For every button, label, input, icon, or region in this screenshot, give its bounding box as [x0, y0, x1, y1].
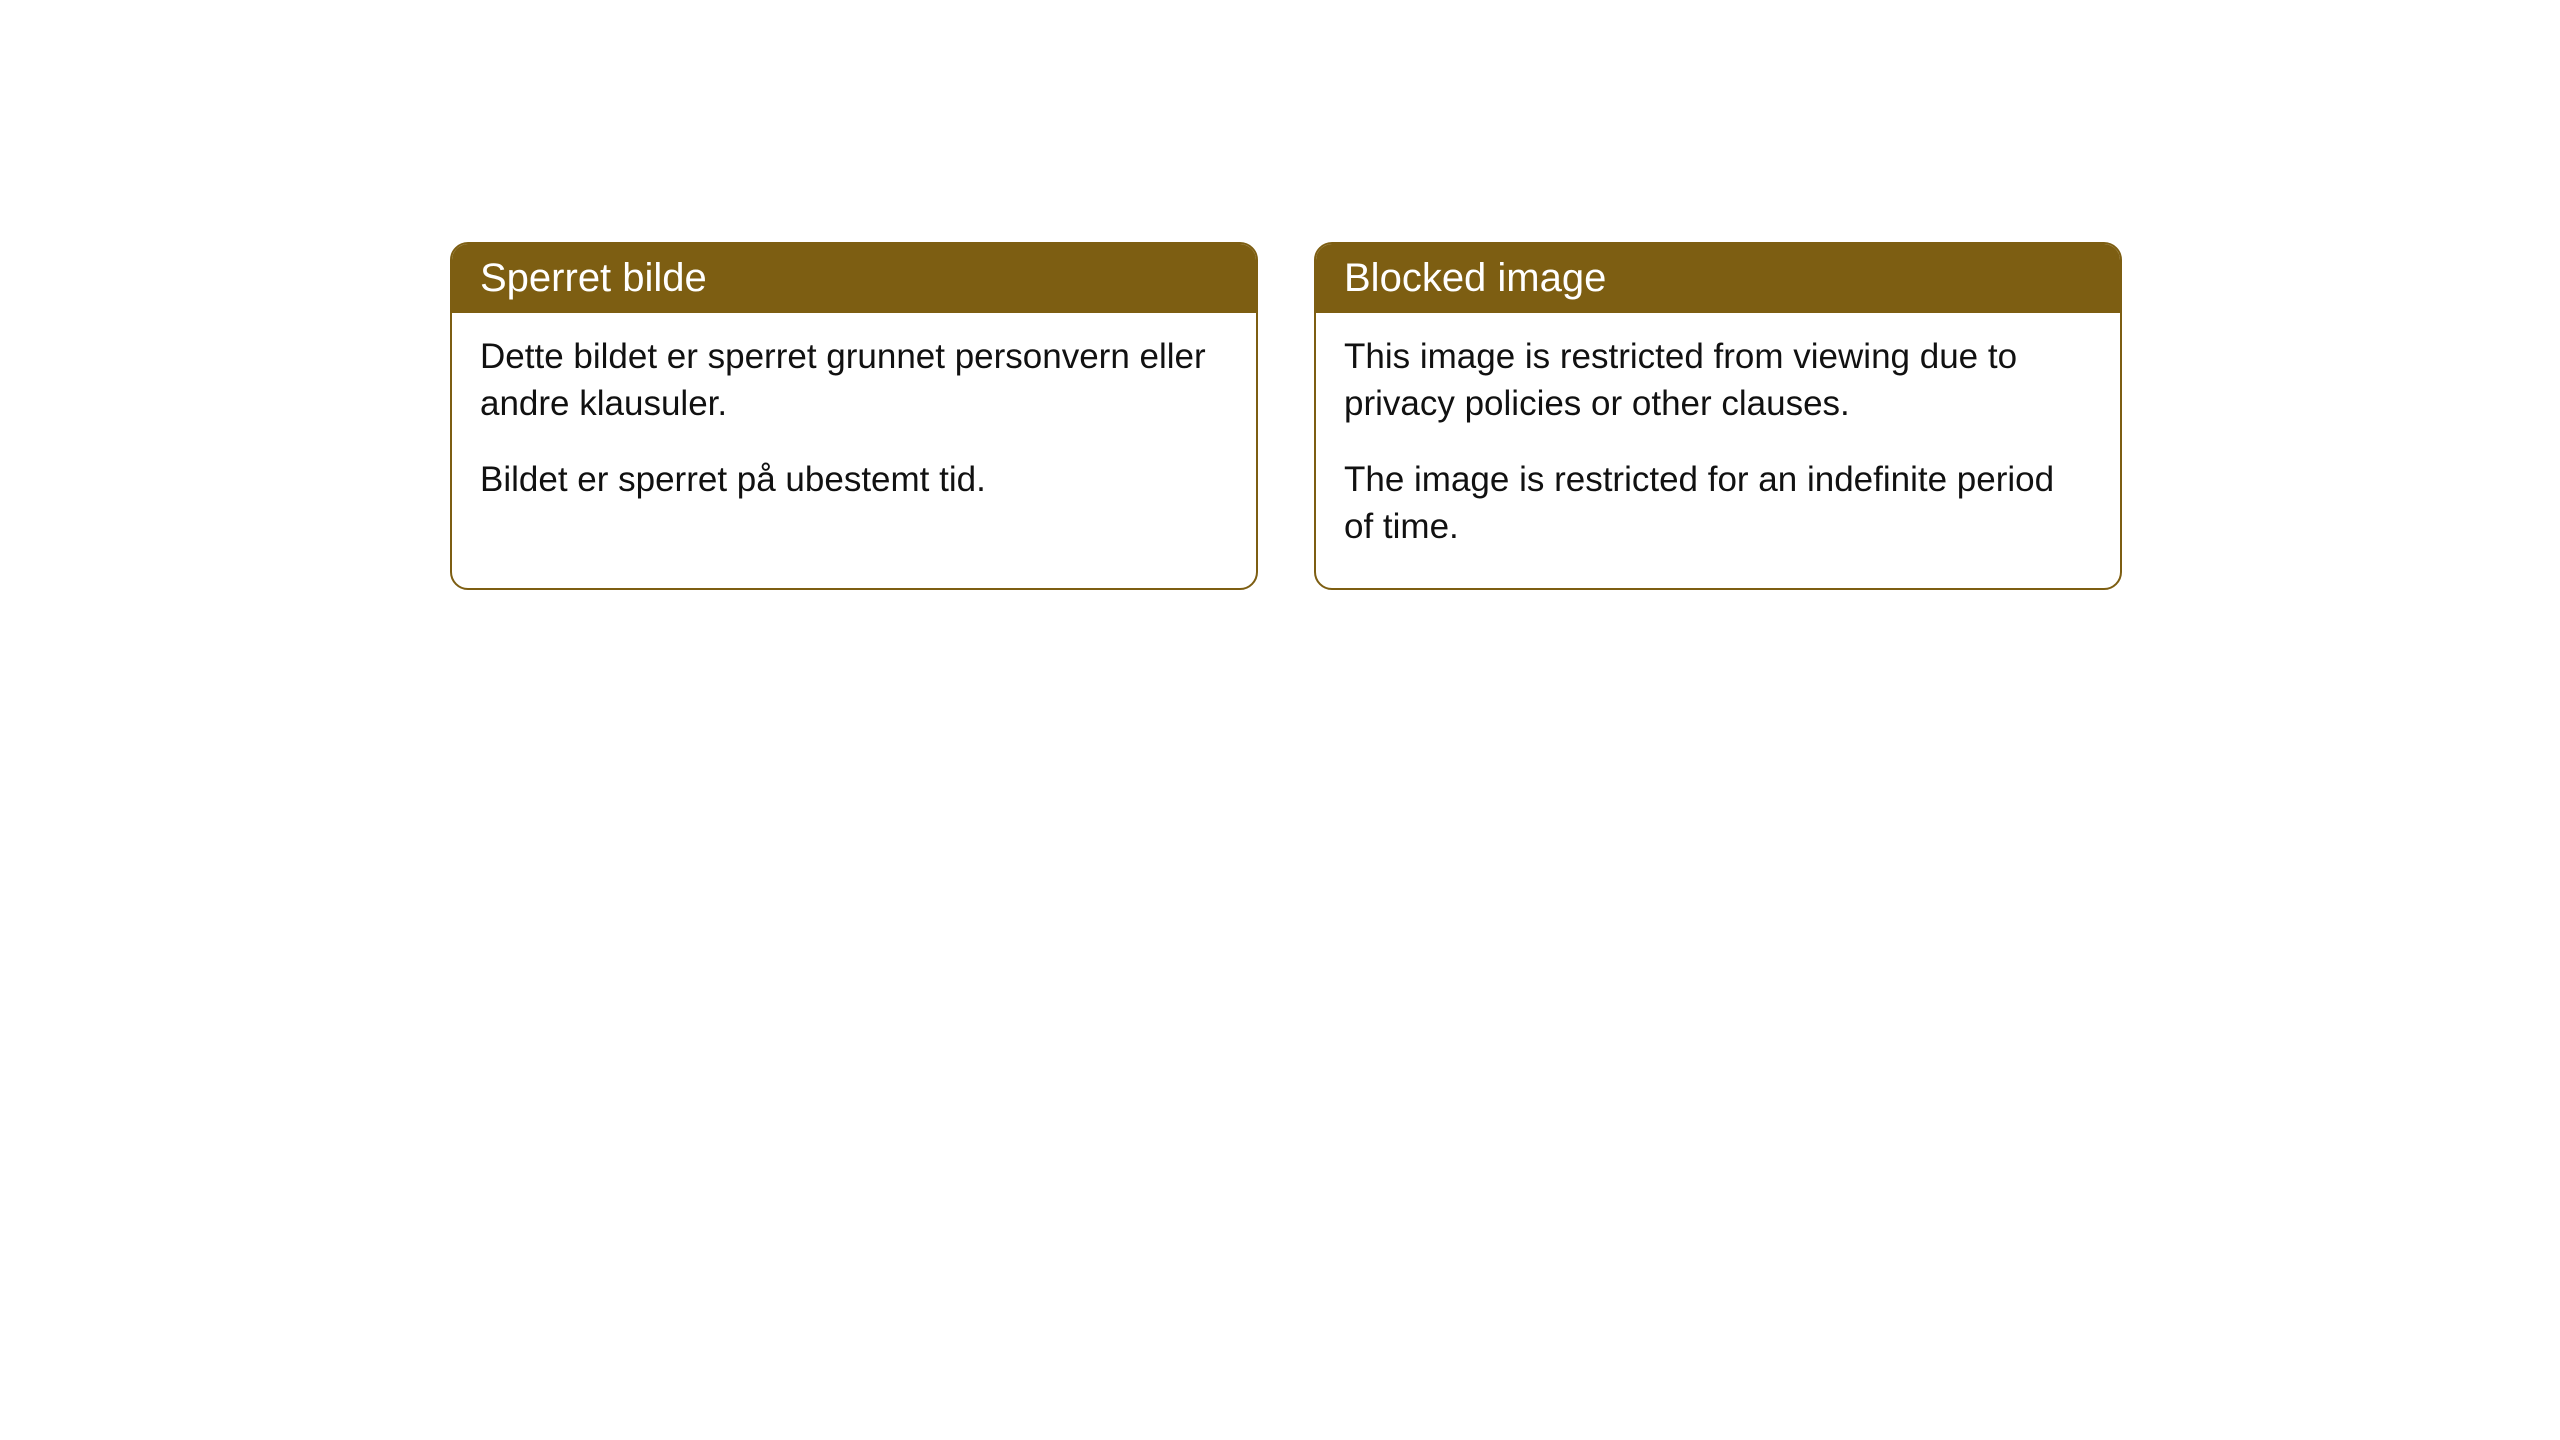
- notice-title: Sperret bilde: [480, 256, 707, 300]
- notice-card-norwegian: Sperret bilde Dette bildet er sperret gr…: [450, 242, 1258, 590]
- notice-title: Blocked image: [1344, 256, 1606, 300]
- notice-paragraph: Bildet er sperret på ubestemt tid.: [480, 456, 1228, 503]
- notice-paragraph: The image is restricted for an indefinit…: [1344, 456, 2092, 551]
- notice-body-norwegian: Dette bildet er sperret grunnet personve…: [452, 313, 1256, 541]
- notice-paragraph: This image is restricted from viewing du…: [1344, 333, 2092, 428]
- notice-card-english: Blocked image This image is restricted f…: [1314, 242, 2122, 590]
- notice-body-english: This image is restricted from viewing du…: [1316, 313, 2120, 588]
- notice-container: Sperret bilde Dette bildet er sperret gr…: [0, 0, 2560, 590]
- notice-header-norwegian: Sperret bilde: [452, 244, 1256, 313]
- notice-paragraph: Dette bildet er sperret grunnet personve…: [480, 333, 1228, 428]
- notice-header-english: Blocked image: [1316, 244, 2120, 313]
